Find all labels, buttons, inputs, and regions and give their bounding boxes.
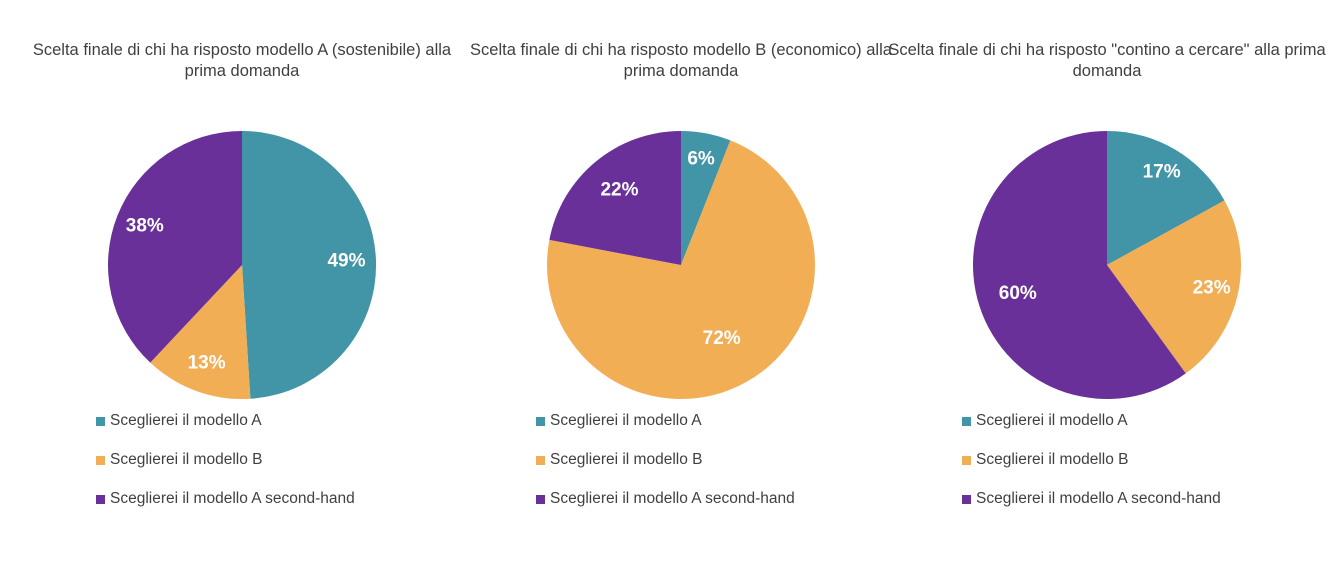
- legend-swatch-modello-a: [96, 416, 105, 426]
- legend-item-modello-a-second-hand: Sceglierei il modello A second-hand: [536, 489, 795, 509]
- pie-chart-modello-a: Scelta finale di chi ha risposto modello…: [22, 0, 462, 588]
- slice-modello-a: [681, 131, 731, 265]
- pie-chart-contino-a-cercare: Scelta finale di chi ha risposto "contin…: [887, 0, 1327, 588]
- data-label: 22%: [600, 180, 638, 201]
- legend-swatch-modello-a: [536, 416, 545, 426]
- legend-label: Sceglierei il modello A: [976, 412, 1128, 429]
- slice-modello-a: [1107, 131, 1225, 265]
- slice-modello-b: [150, 265, 251, 400]
- data-label: 13%: [188, 352, 226, 373]
- legend-item-modello-a: Sceglierei il modello A: [536, 411, 795, 431]
- slice-modello-b: [546, 140, 815, 399]
- slice-modello-b: [1107, 200, 1242, 374]
- data-label: 23%: [1193, 277, 1231, 298]
- slice-modello-a-second-hand: [108, 131, 242, 363]
- chart-title: Scelta finale di chi ha risposto modello…: [32, 41, 452, 80]
- slice-modello-a-second-hand: [972, 131, 1186, 399]
- legend-item-modello-b: Sceglierei il modello B: [962, 450, 1221, 470]
- legend-label: Sceglierei il modello A second-hand: [550, 490, 795, 507]
- legend-swatch-modello-b: [536, 455, 545, 465]
- legend-swatch-modello-a-second-hand: [962, 494, 971, 504]
- legend-label: Sceglierei il modello B: [550, 451, 703, 468]
- chart-title: Scelta finale di chi ha risposto modello…: [470, 41, 892, 80]
- legend-label: Sceglierei il modello B: [110, 451, 263, 468]
- data-label: 17%: [1143, 162, 1181, 183]
- legend-label: Sceglierei il modello A: [550, 412, 702, 429]
- pie-svg: 6% 72% 22%: [546, 131, 815, 399]
- legend-swatch-modello-b: [962, 455, 971, 465]
- legend: Sceglierei il modello A Sceglierei il mo…: [536, 411, 795, 528]
- data-label: 6%: [687, 149, 715, 170]
- legend-item-modello-a-second-hand: Sceglierei il modello A second-hand: [96, 489, 355, 509]
- legend-item-modello-a: Sceglierei il modello A: [96, 411, 355, 431]
- legend-swatch-modello-a: [962, 416, 971, 426]
- legend-label: Sceglierei il modello B: [976, 451, 1129, 468]
- legend: Sceglierei il modello A Sceglierei il mo…: [96, 411, 355, 528]
- legend-swatch-modello-a-second-hand: [96, 494, 105, 504]
- legend-label: Sceglierei il modello A second-hand: [110, 490, 355, 507]
- data-label: 49%: [327, 251, 365, 272]
- slice-modello-a: [242, 130, 377, 399]
- legend-item-modello-b: Sceglierei il modello B: [536, 450, 795, 470]
- pie-chart-modello-b: Scelta finale di chi ha risposto modello…: [461, 0, 901, 588]
- legend-item-modello-b: Sceglierei il modello B: [96, 450, 355, 470]
- chart-title: Scelta finale di chi ha risposto "contin…: [888, 41, 1326, 80]
- legend-item-modello-a: Sceglierei il modello A: [962, 411, 1221, 431]
- data-label: 38%: [126, 216, 164, 237]
- legend-swatch-modello-b: [96, 455, 105, 465]
- slice-modello-a-second-hand: [549, 131, 681, 265]
- pie-svg: 17% 23% 60%: [972, 131, 1242, 399]
- legend-label: Sceglierei il modello A: [110, 412, 262, 429]
- legend-label: Sceglierei il modello A second-hand: [976, 490, 1221, 507]
- pie-svg: 49% 13% 38%: [108, 130, 377, 400]
- legend-swatch-modello-a-second-hand: [536, 494, 545, 504]
- legend-item-modello-a-second-hand: Sceglierei il modello A second-hand: [962, 489, 1221, 509]
- data-label: 72%: [703, 328, 741, 349]
- legend: Sceglierei il modello A Sceglierei il mo…: [962, 411, 1221, 528]
- data-label: 60%: [999, 283, 1037, 304]
